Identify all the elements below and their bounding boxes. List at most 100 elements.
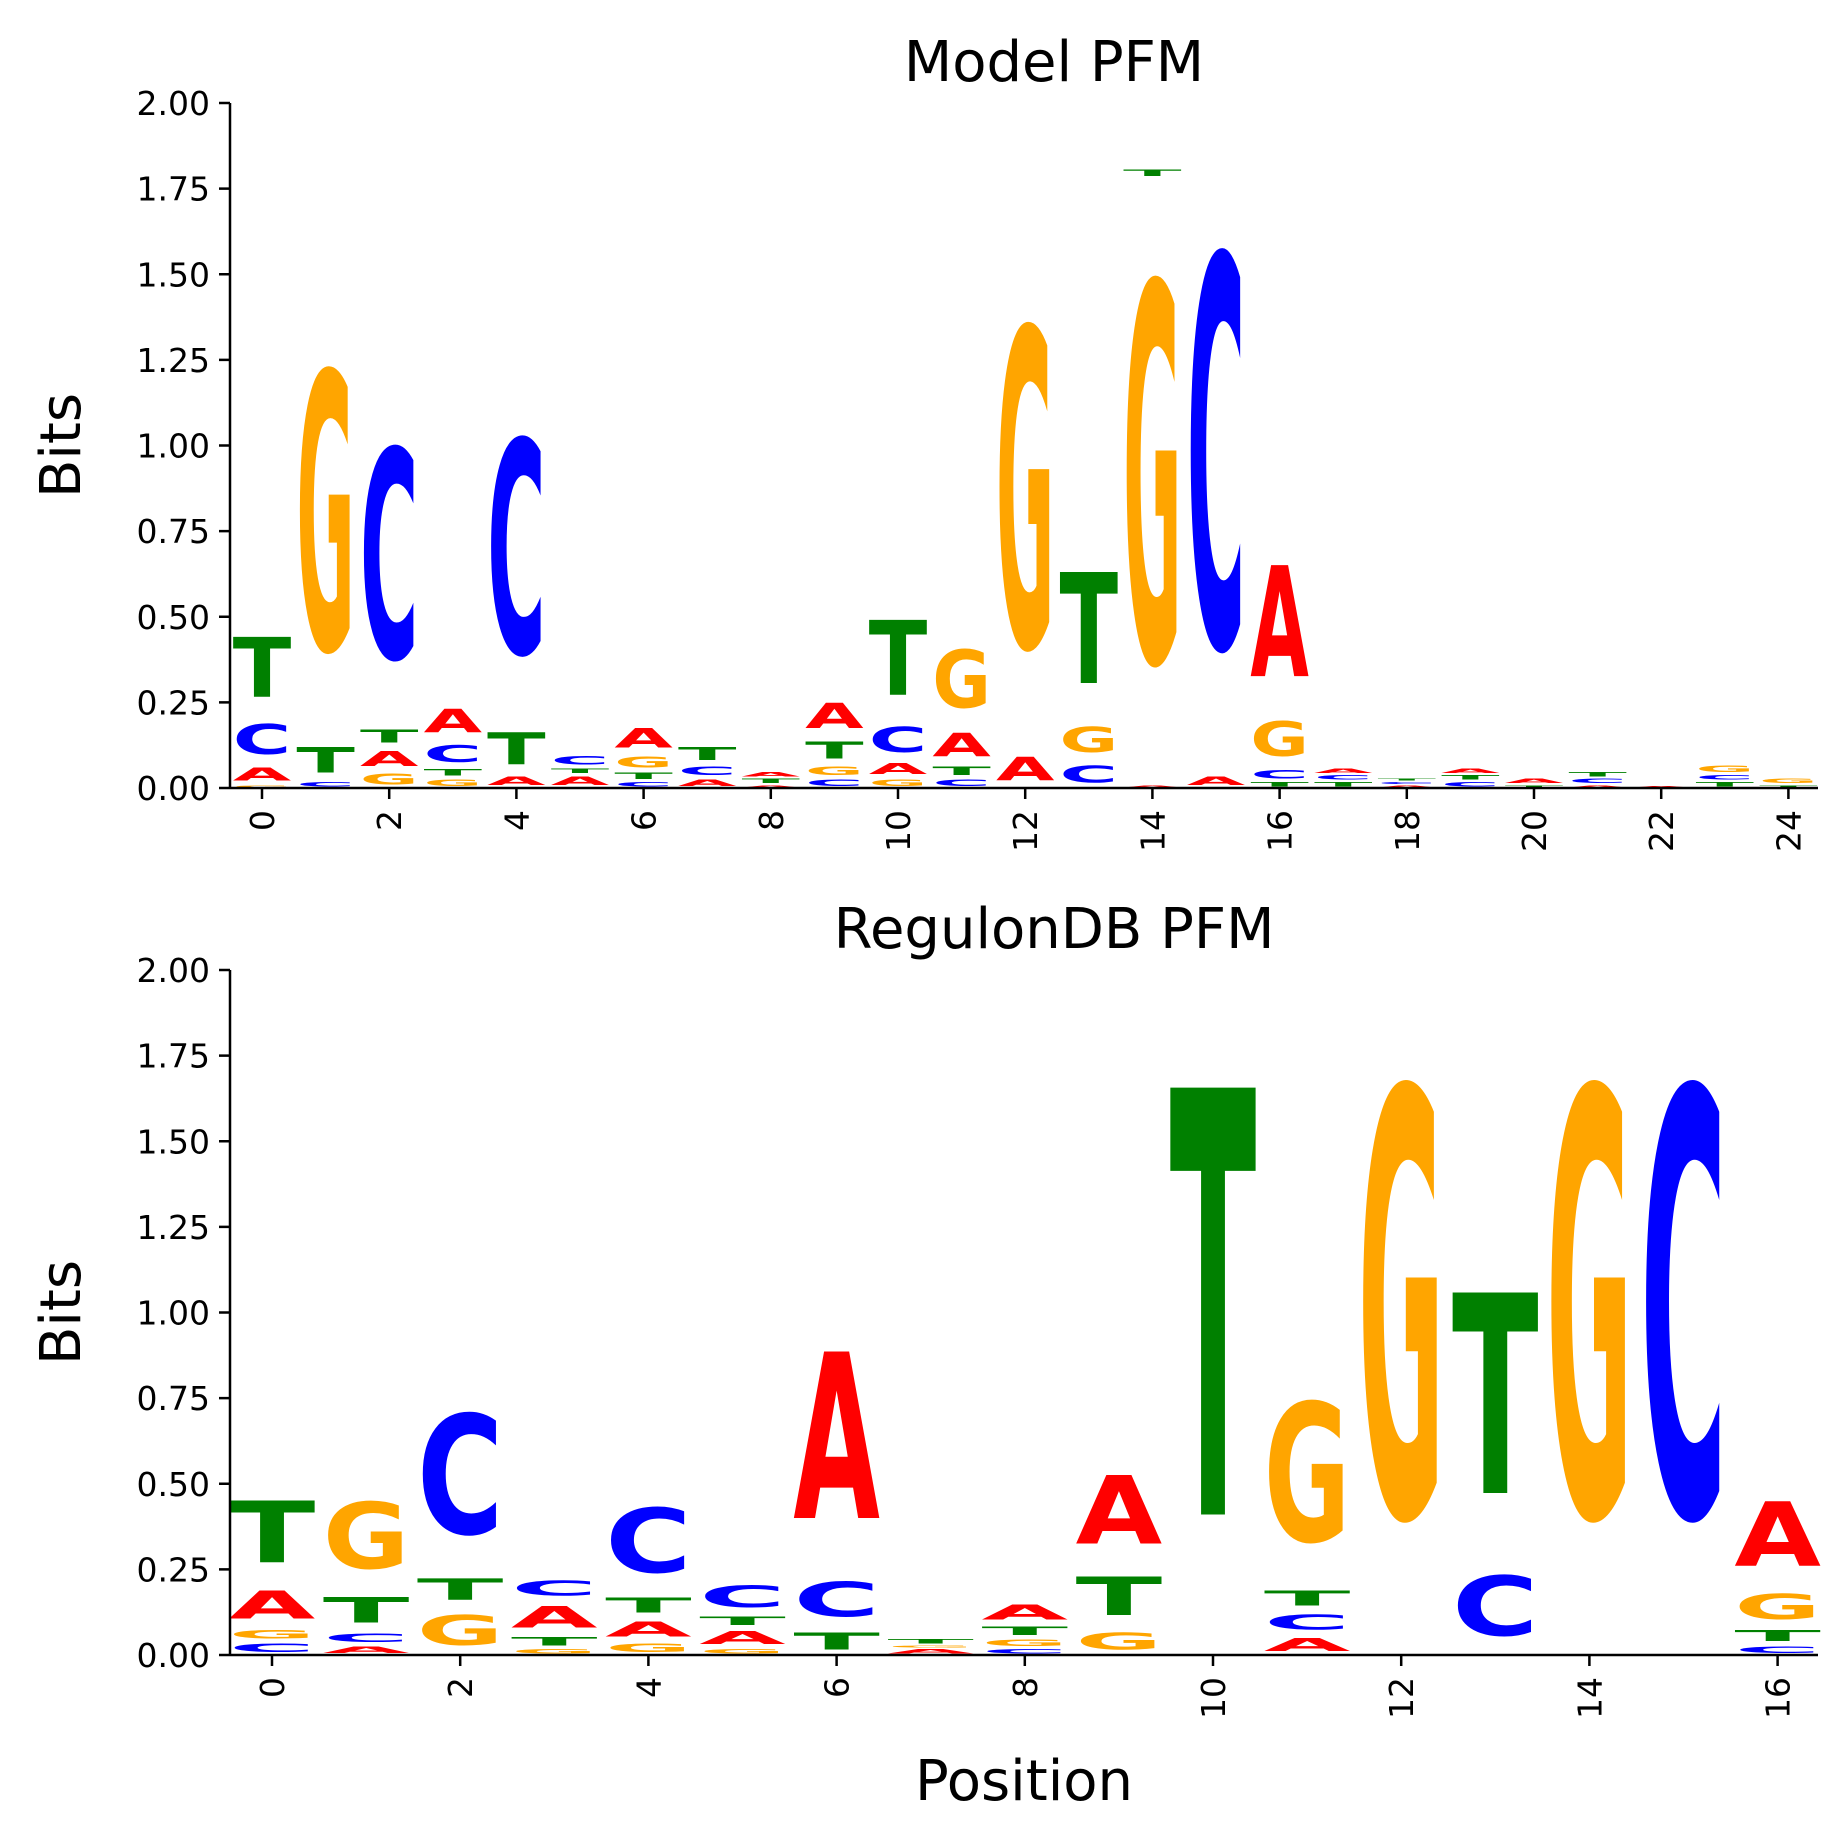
logo-letter-C: C — [360, 392, 419, 726]
y-axis-label: Bits — [29, 1260, 94, 1365]
logo-letter-T: T — [1452, 1237, 1539, 1558]
logo-letter-T: T — [742, 778, 801, 785]
logo-letter-T: T — [1264, 1587, 1351, 1611]
logo-letter-A: A — [1187, 774, 1246, 788]
logo-letter-A: A — [360, 747, 419, 771]
logo-letter-A: A — [1264, 1635, 1351, 1655]
logo-letter-C: C — [1696, 774, 1755, 781]
logo-letter-G: G — [982, 1638, 1069, 1648]
y-tick-label: 0.75 — [137, 1379, 210, 1418]
logo-letter-T: T — [360, 727, 418, 747]
logo-letter-T: T — [699, 1614, 786, 1628]
logo-panel-1: RegulonDB PFMBitsCGATACTGGTCGTACGATCGATC… — [29, 897, 1821, 1814]
x-tick-label: 8 — [1006, 1677, 1045, 1698]
logo-letter-A: A — [982, 1600, 1069, 1624]
logo-letter-C: C — [1640, 971, 1727, 1653]
logo-letter-C: C — [678, 764, 737, 778]
logo-letter-C: C — [869, 720, 928, 761]
logo-letter-C: C — [1250, 768, 1309, 782]
x-tick-label: 2 — [441, 1677, 480, 1698]
logo-letter-T: T — [1076, 1566, 1163, 1627]
logo-letter-A: A — [869, 761, 928, 778]
x-tick-label: 22 — [1642, 810, 1681, 852]
logo-letter-A: A — [742, 771, 801, 778]
x-tick-label: 14 — [1133, 810, 1172, 852]
logo-letter-T: T — [487, 724, 546, 775]
y-tick-label: 0.25 — [137, 683, 210, 722]
y-tick-label: 1.75 — [137, 170, 210, 209]
logo-letter-A: A — [487, 774, 546, 788]
x-tick-label: 12 — [1006, 810, 1045, 852]
logo-letter-T: T — [551, 768, 610, 775]
logo-letter-A: A — [932, 726, 991, 764]
logo-letter-G: G — [511, 1648, 598, 1655]
logo-letter-T: T — [614, 771, 673, 781]
logo-letter-C: C — [323, 1631, 410, 1645]
logo-letter-A: A — [424, 702, 483, 740]
logo-letter-T: T — [1060, 543, 1119, 720]
y-tick-label: 0.25 — [137, 1550, 210, 1589]
logo-letter-A: A — [551, 774, 610, 788]
logo-letter-G: G — [417, 1607, 504, 1655]
logo-letter-G: G — [360, 771, 419, 788]
logo-letter-A: A — [323, 1645, 410, 1655]
x-tick-label: 16 — [1759, 1677, 1798, 1719]
logo-letter-C: C — [1452, 1559, 1539, 1654]
logo-letter-T: T — [1759, 785, 1818, 788]
logo-letter-C: C — [605, 1490, 692, 1593]
logo-letter-C: C — [229, 1641, 316, 1655]
logo-letter-A: A — [229, 1583, 316, 1628]
logo-letter-T: T — [1123, 168, 1182, 178]
logo-letter-C: C — [511, 1576, 598, 1600]
logo-letter-T: T — [869, 601, 928, 720]
logo-letter-G: G — [1264, 1365, 1351, 1586]
y-tick-label: 1.75 — [137, 1037, 210, 1076]
x-tick-label: 10 — [1194, 1677, 1233, 1719]
x-tick-label: 6 — [625, 810, 664, 831]
logo-letter-A: A — [1505, 778, 1564, 785]
y-tick-label: 0.00 — [137, 1636, 210, 1675]
logo-letter-C: C — [1441, 781, 1500, 788]
logo-letter-G: G — [1060, 720, 1118, 761]
logo-letter-T: T — [323, 1590, 410, 1631]
logo-letter-A: A — [1076, 1457, 1163, 1566]
logo-letter-G: G — [887, 1645, 974, 1648]
logo-letter-T: T — [1734, 1628, 1821, 1645]
logo-letter-A: A — [793, 1307, 880, 1572]
logo-letter-G: G — [996, 241, 1055, 749]
logo-letter-A: A — [614, 723, 673, 754]
logo-letter-T: T — [805, 737, 864, 764]
logo-letter-A: A — [1123, 785, 1182, 788]
logo-letter-C: C — [296, 781, 355, 788]
logo-letter-T: T — [511, 1635, 598, 1649]
logo-letter-C: C — [1264, 1610, 1351, 1634]
logo-letter-C: C — [1378, 781, 1437, 784]
logo-letter-A: A — [1378, 785, 1437, 788]
logo-letter-T: T — [1505, 785, 1564, 788]
panel-title: RegulonDB PFM — [834, 897, 1275, 962]
logo-letter-A: A — [233, 764, 292, 784]
logo-letter-A: A — [1734, 1484, 1821, 1586]
y-tick-label: 0.50 — [137, 598, 210, 637]
logo-letter-T: T — [982, 1624, 1069, 1638]
x-tick-label: 4 — [629, 1677, 668, 1698]
logo-letter-G: G — [699, 1648, 786, 1655]
logo-letter-T: T — [424, 768, 483, 778]
logo-letter-A: A — [1441, 767, 1500, 774]
logo-letter-G: G — [323, 1485, 410, 1590]
logo-letter-C: C — [699, 1580, 786, 1614]
logo-letter-A: A — [511, 1601, 598, 1635]
logo-letter-C: C — [932, 778, 991, 788]
logo-letter-G: G — [605, 1641, 692, 1655]
x-tick-label: 20 — [1515, 810, 1554, 852]
logo-letter-T: T — [1170, 971, 1257, 1652]
panel-title: Model PFM — [904, 30, 1204, 95]
logo-letter-T: T — [932, 764, 991, 778]
logo-letter-G: G — [869, 778, 927, 788]
logo-letter-G: G — [296, 296, 355, 739]
logo-letter-C: C — [614, 781, 673, 788]
x-axis-label: Position — [915, 1749, 1133, 1814]
logo-letter-G: G — [932, 634, 990, 726]
logo-letter-A: A — [699, 1628, 786, 1648]
